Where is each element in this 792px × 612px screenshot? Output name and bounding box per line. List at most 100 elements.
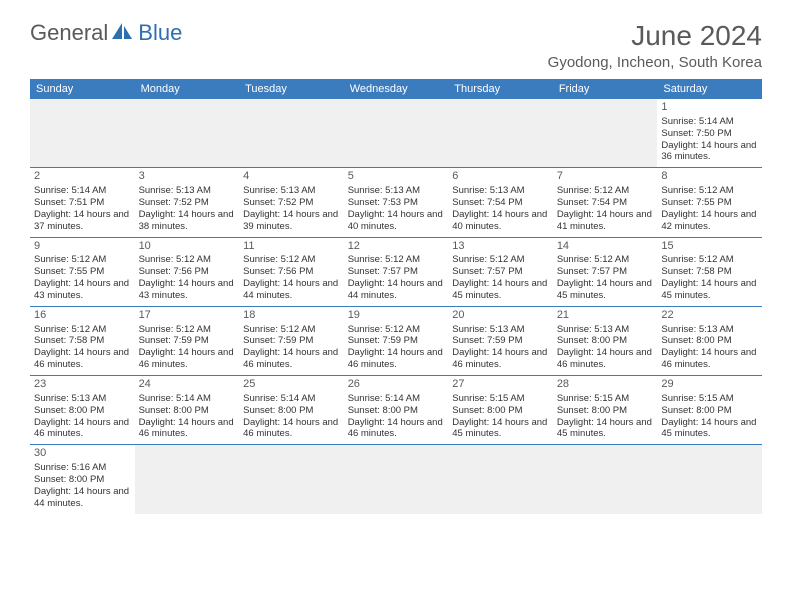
daylight-line: Daylight: 14 hours and 44 minutes. (34, 486, 131, 510)
sunset-line: Sunset: 7:58 PM (661, 266, 758, 278)
day-number: 18 (243, 309, 340, 323)
calendar-cell: 15Sunrise: 5:12 AMSunset: 7:58 PMDayligh… (657, 237, 762, 306)
calendar-cell-empty (30, 99, 135, 168)
sunrise-line: Sunrise: 5:12 AM (557, 254, 654, 266)
calendar-cell: 6Sunrise: 5:13 AMSunset: 7:54 PMDaylight… (448, 168, 553, 237)
day-number: 11 (243, 240, 340, 254)
day-number: 26 (348, 378, 445, 392)
daylight-line: Daylight: 14 hours and 45 minutes. (557, 417, 654, 441)
calendar-cell: 17Sunrise: 5:12 AMSunset: 7:59 PMDayligh… (135, 306, 240, 375)
sunset-line: Sunset: 7:52 PM (139, 197, 236, 209)
daylight-line: Daylight: 14 hours and 39 minutes. (243, 209, 340, 233)
sunrise-line: Sunrise: 5:12 AM (348, 254, 445, 266)
day-number: 9 (34, 240, 131, 254)
month-title: June 2024 (548, 20, 762, 52)
calendar-cell: 25Sunrise: 5:14 AMSunset: 8:00 PMDayligh… (239, 376, 344, 445)
calendar-cell: 27Sunrise: 5:15 AMSunset: 8:00 PMDayligh… (448, 376, 553, 445)
daylight-line: Daylight: 14 hours and 42 minutes. (661, 209, 758, 233)
calendar-body: 1Sunrise: 5:14 AMSunset: 7:50 PMDaylight… (30, 99, 762, 514)
daylight-line: Daylight: 14 hours and 46 minutes. (348, 417, 445, 441)
sunrise-line: Sunrise: 5:14 AM (348, 393, 445, 405)
daylight-line: Daylight: 14 hours and 45 minutes. (661, 278, 758, 302)
daylight-line: Daylight: 14 hours and 40 minutes. (452, 209, 549, 233)
calendar-row: 1Sunrise: 5:14 AMSunset: 7:50 PMDaylight… (30, 99, 762, 168)
day-number: 12 (348, 240, 445, 254)
calendar-cell: 28Sunrise: 5:15 AMSunset: 8:00 PMDayligh… (553, 376, 658, 445)
calendar-cell: 11Sunrise: 5:12 AMSunset: 7:56 PMDayligh… (239, 237, 344, 306)
title-block: June 2024 Gyodong, Incheon, South Korea (548, 20, 762, 71)
calendar-cell-empty (344, 99, 449, 168)
daylight-line: Daylight: 14 hours and 41 minutes. (557, 209, 654, 233)
sunrise-line: Sunrise: 5:12 AM (139, 254, 236, 266)
location: Gyodong, Incheon, South Korea (548, 54, 762, 71)
sunrise-line: Sunrise: 5:12 AM (34, 254, 131, 266)
day-number: 30 (34, 447, 131, 461)
sunrise-line: Sunrise: 5:15 AM (452, 393, 549, 405)
sunrise-line: Sunrise: 5:13 AM (243, 185, 340, 197)
calendar-cell: 12Sunrise: 5:12 AMSunset: 7:57 PMDayligh… (344, 237, 449, 306)
sunset-line: Sunset: 7:59 PM (139, 335, 236, 347)
day-header-friday: Friday (553, 79, 658, 99)
calendar-cell: 19Sunrise: 5:12 AMSunset: 7:59 PMDayligh… (344, 306, 449, 375)
day-number: 19 (348, 309, 445, 323)
day-header-thursday: Thursday (448, 79, 553, 99)
sunrise-line: Sunrise: 5:16 AM (34, 462, 131, 474)
sunrise-line: Sunrise: 5:14 AM (243, 393, 340, 405)
calendar-row: 23Sunrise: 5:13 AMSunset: 8:00 PMDayligh… (30, 376, 762, 445)
calendar-cell-empty (135, 445, 240, 514)
sunrise-line: Sunrise: 5:12 AM (34, 324, 131, 336)
daylight-line: Daylight: 14 hours and 46 minutes. (139, 417, 236, 441)
sunrise-line: Sunrise: 5:13 AM (661, 324, 758, 336)
day-number: 13 (452, 240, 549, 254)
day-number: 24 (139, 378, 236, 392)
calendar-cell: 9Sunrise: 5:12 AMSunset: 7:55 PMDaylight… (30, 237, 135, 306)
day-header-tuesday: Tuesday (239, 79, 344, 99)
calendar-cell-empty (657, 445, 762, 514)
day-number: 10 (139, 240, 236, 254)
calendar-cell-empty (553, 445, 658, 514)
logo-text-general: General (30, 20, 108, 46)
sunset-line: Sunset: 7:57 PM (452, 266, 549, 278)
sunset-line: Sunset: 7:53 PM (348, 197, 445, 209)
calendar-table: Sunday Monday Tuesday Wednesday Thursday… (30, 79, 762, 514)
daylight-line: Daylight: 14 hours and 46 minutes. (243, 417, 340, 441)
sunrise-line: Sunrise: 5:12 AM (661, 254, 758, 266)
daylight-line: Daylight: 14 hours and 46 minutes. (557, 347, 654, 371)
daylight-line: Daylight: 14 hours and 46 minutes. (452, 347, 549, 371)
sunrise-line: Sunrise: 5:12 AM (139, 324, 236, 336)
sunrise-line: Sunrise: 5:13 AM (139, 185, 236, 197)
logo-sail-icon (112, 20, 134, 46)
sunset-line: Sunset: 8:00 PM (34, 405, 131, 417)
sunrise-line: Sunrise: 5:13 AM (557, 324, 654, 336)
day-header-monday: Monday (135, 79, 240, 99)
daylight-line: Daylight: 14 hours and 44 minutes. (243, 278, 340, 302)
sunset-line: Sunset: 8:00 PM (34, 474, 131, 486)
calendar-cell: 8Sunrise: 5:12 AMSunset: 7:55 PMDaylight… (657, 168, 762, 237)
sunset-line: Sunset: 7:56 PM (243, 266, 340, 278)
calendar-cell: 1Sunrise: 5:14 AMSunset: 7:50 PMDaylight… (657, 99, 762, 168)
day-number: 20 (452, 309, 549, 323)
calendar-row: 16Sunrise: 5:12 AMSunset: 7:58 PMDayligh… (30, 306, 762, 375)
sunset-line: Sunset: 7:56 PM (139, 266, 236, 278)
calendar-cell: 3Sunrise: 5:13 AMSunset: 7:52 PMDaylight… (135, 168, 240, 237)
sunset-line: Sunset: 7:57 PM (557, 266, 654, 278)
sunset-line: Sunset: 7:58 PM (34, 335, 131, 347)
day-number: 8 (661, 170, 758, 184)
sunset-line: Sunset: 7:50 PM (661, 128, 758, 140)
calendar-row: 2Sunrise: 5:14 AMSunset: 7:51 PMDaylight… (30, 168, 762, 237)
sunrise-line: Sunrise: 5:13 AM (348, 185, 445, 197)
daylight-line: Daylight: 14 hours and 44 minutes. (348, 278, 445, 302)
sunset-line: Sunset: 7:54 PM (557, 197, 654, 209)
day-header-sunday: Sunday (30, 79, 135, 99)
sunrise-line: Sunrise: 5:14 AM (139, 393, 236, 405)
day-number: 7 (557, 170, 654, 184)
calendar-cell-empty (135, 99, 240, 168)
day-number: 2 (34, 170, 131, 184)
sunset-line: Sunset: 7:59 PM (452, 335, 549, 347)
calendar-cell: 18Sunrise: 5:12 AMSunset: 7:59 PMDayligh… (239, 306, 344, 375)
calendar-cell: 7Sunrise: 5:12 AMSunset: 7:54 PMDaylight… (553, 168, 658, 237)
sunset-line: Sunset: 7:55 PM (34, 266, 131, 278)
sunset-line: Sunset: 7:55 PM (661, 197, 758, 209)
sunset-line: Sunset: 7:59 PM (243, 335, 340, 347)
day-number: 21 (557, 309, 654, 323)
